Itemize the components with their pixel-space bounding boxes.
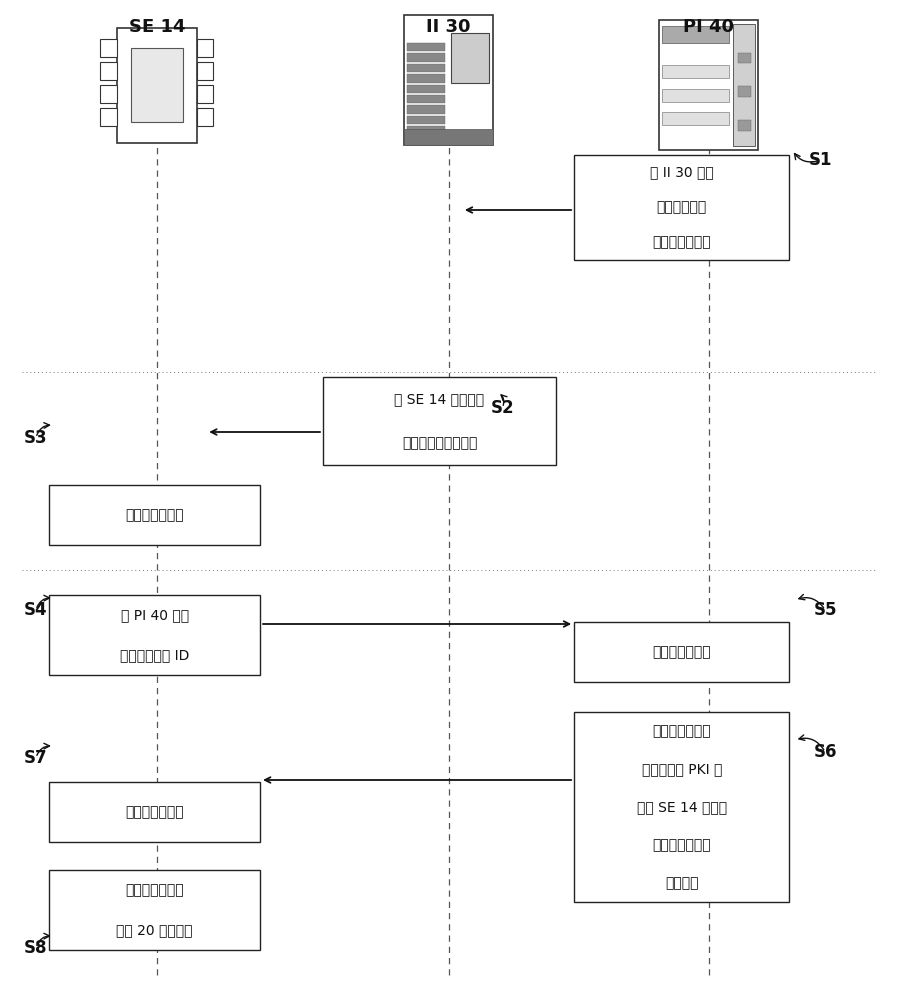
- Text: SE 14: SE 14: [129, 18, 185, 36]
- FancyBboxPatch shape: [407, 85, 445, 93]
- FancyBboxPatch shape: [659, 20, 758, 150]
- FancyBboxPatch shape: [662, 26, 729, 43]
- FancyBboxPatch shape: [100, 85, 117, 103]
- Text: 存储初始化数据: 存储初始化数据: [126, 508, 184, 522]
- Text: 网络 20 进行通信: 网络 20 进行通信: [117, 923, 193, 937]
- FancyBboxPatch shape: [734, 24, 755, 146]
- FancyBboxPatch shape: [197, 62, 213, 80]
- FancyBboxPatch shape: [197, 39, 213, 57]
- FancyBboxPatch shape: [451, 33, 489, 83]
- Text: 检查签名的令牌: 检查签名的令牌: [652, 645, 711, 659]
- FancyBboxPatch shape: [407, 64, 445, 72]
- Text: 如果令牌有效：: 如果令牌有效：: [652, 724, 711, 738]
- Text: 一批签名的令牌: 一批签名的令牌: [652, 235, 711, 249]
- Text: 经由安全的 PKI 通: 经由安全的 PKI 通: [641, 762, 722, 776]
- FancyBboxPatch shape: [49, 782, 260, 842]
- Text: S4: S4: [24, 601, 48, 619]
- FancyBboxPatch shape: [407, 74, 445, 83]
- FancyBboxPatch shape: [407, 126, 445, 135]
- Text: 性化数据并且使: 性化数据并且使: [652, 838, 711, 852]
- Text: 化数据与签名的令牌: 化数据与签名的令牌: [402, 436, 477, 450]
- FancyBboxPatch shape: [407, 116, 445, 124]
- FancyBboxPatch shape: [407, 43, 445, 51]
- Text: 令牌无效: 令牌无效: [665, 876, 699, 890]
- FancyBboxPatch shape: [407, 95, 445, 103]
- FancyBboxPatch shape: [100, 39, 117, 57]
- Text: II 30: II 30: [426, 18, 471, 36]
- FancyBboxPatch shape: [574, 622, 789, 682]
- Text: S2: S2: [491, 399, 514, 417]
- FancyBboxPatch shape: [407, 53, 445, 62]
- Text: S1: S1: [809, 151, 832, 169]
- FancyBboxPatch shape: [404, 129, 493, 145]
- FancyBboxPatch shape: [117, 27, 197, 142]
- FancyBboxPatch shape: [662, 112, 729, 125]
- FancyBboxPatch shape: [323, 377, 556, 465]
- Text: 向 SE 14 传输初始: 向 SE 14 传输初始: [395, 392, 484, 406]
- FancyBboxPatch shape: [404, 15, 493, 145]
- FancyBboxPatch shape: [100, 62, 117, 80]
- FancyBboxPatch shape: [49, 595, 260, 675]
- FancyBboxPatch shape: [197, 108, 213, 126]
- FancyBboxPatch shape: [737, 52, 751, 63]
- Text: 经由移动无线电: 经由移动无线电: [126, 883, 184, 897]
- FancyBboxPatch shape: [197, 85, 213, 103]
- FancyBboxPatch shape: [131, 48, 183, 122]
- FancyBboxPatch shape: [737, 120, 751, 130]
- FancyBboxPatch shape: [662, 65, 729, 78]
- Text: 存储个性化数据: 存储个性化数据: [126, 805, 184, 819]
- Text: S7: S7: [24, 749, 48, 767]
- FancyBboxPatch shape: [49, 870, 260, 950]
- FancyBboxPatch shape: [574, 712, 789, 902]
- FancyBboxPatch shape: [737, 86, 751, 97]
- Text: PI 40: PI 40: [684, 18, 734, 36]
- FancyBboxPatch shape: [100, 108, 117, 126]
- FancyBboxPatch shape: [49, 485, 260, 545]
- Text: 向 PI 40 发送: 向 PI 40 发送: [121, 608, 188, 622]
- FancyBboxPatch shape: [574, 155, 789, 260]
- Text: 道向 SE 14 传输个: 道向 SE 14 传输个: [637, 800, 727, 814]
- FancyBboxPatch shape: [662, 89, 729, 102]
- Text: 签名的令牌和 ID: 签名的令牌和 ID: [120, 648, 189, 662]
- Text: S6: S6: [814, 743, 837, 761]
- Text: 向 II 30 发送: 向 II 30 发送: [649, 165, 714, 180]
- FancyBboxPatch shape: [407, 105, 445, 114]
- Text: S8: S8: [24, 939, 48, 957]
- Text: S3: S3: [24, 429, 48, 447]
- Text: S5: S5: [814, 601, 837, 619]
- Text: 初始化数据和: 初始化数据和: [657, 200, 707, 215]
